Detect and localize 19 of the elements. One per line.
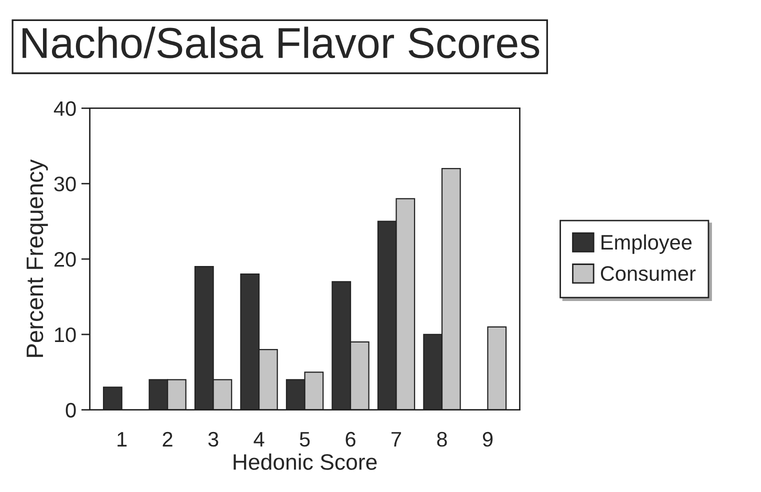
y-axis-title: Percent Frequency: [26, 159, 48, 357]
x-tick-label: 7: [392, 432, 402, 446]
x-tick-label: 6: [346, 432, 356, 447]
y-tick-label: 10: [55, 327, 76, 342]
x-tick-label: 8: [437, 432, 447, 447]
x-tick-label: 1: [118, 432, 127, 446]
x-tick-label: 3: [208, 432, 218, 447]
legend-label: Consumer: [600, 266, 696, 281]
x-tick-label: 5: [300, 432, 310, 447]
x-tick-label: 2: [162, 432, 172, 446]
x-tick-label: 9: [482, 432, 493, 447]
x-axis-title: Hedonic Score: [234, 454, 377, 470]
y-tick-label: 20: [54, 252, 76, 267]
chart-title: Nacho/Salsa Flavor Scores: [22, 26, 540, 58]
y-tick-label: 0: [66, 402, 76, 418]
x-tick-label: 4: [254, 432, 264, 446]
legend-label: Employee: [602, 234, 692, 254]
y-tick-label: 30: [54, 176, 76, 192]
y-tick-label: 40: [54, 101, 76, 116]
